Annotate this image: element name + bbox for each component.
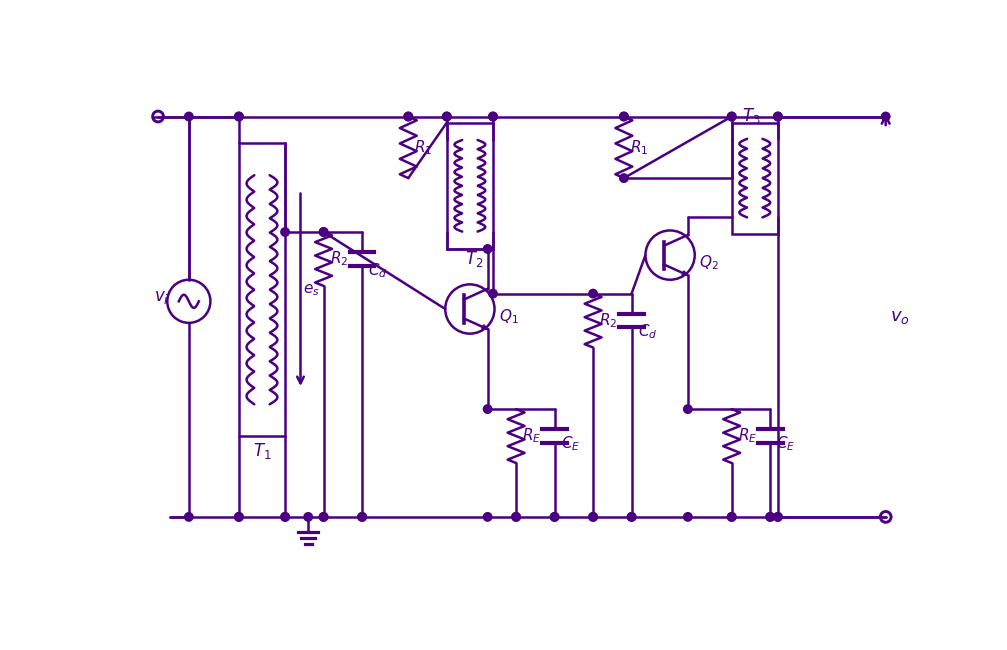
Circle shape <box>319 513 328 521</box>
Circle shape <box>773 112 782 121</box>
Bar <box>447 123 493 249</box>
Text: $R_1$: $R_1$ <box>415 138 433 157</box>
Circle shape <box>512 513 521 521</box>
Text: $C_E$: $C_E$ <box>561 434 580 453</box>
Circle shape <box>766 513 774 521</box>
Circle shape <box>589 289 597 298</box>
Circle shape <box>319 227 328 236</box>
Text: $R_2$: $R_2$ <box>599 311 617 330</box>
Text: $v_i$: $v_i$ <box>154 289 169 306</box>
Circle shape <box>235 513 243 521</box>
Text: $C_d$: $C_d$ <box>369 261 388 280</box>
Circle shape <box>319 227 328 236</box>
Circle shape <box>727 112 736 121</box>
Text: $Q_1$: $Q_1$ <box>499 307 519 326</box>
Circle shape <box>589 513 597 521</box>
Circle shape <box>727 112 736 121</box>
Circle shape <box>281 227 289 236</box>
Circle shape <box>357 513 367 521</box>
Circle shape <box>619 112 628 121</box>
Circle shape <box>319 513 328 521</box>
Text: $R_1$: $R_1$ <box>630 138 649 157</box>
Text: $R_2$: $R_2$ <box>329 250 348 268</box>
Circle shape <box>551 513 559 521</box>
Circle shape <box>235 112 243 121</box>
Circle shape <box>684 513 692 521</box>
Circle shape <box>488 112 497 121</box>
Circle shape <box>483 244 491 254</box>
Circle shape <box>727 513 736 521</box>
Circle shape <box>684 405 692 413</box>
Circle shape <box>512 513 521 521</box>
Polygon shape <box>682 271 688 276</box>
Circle shape <box>357 513 367 521</box>
Circle shape <box>551 513 559 521</box>
Bar <box>239 144 285 436</box>
Circle shape <box>881 112 890 121</box>
Circle shape <box>766 513 774 521</box>
Text: $v_o$: $v_o$ <box>889 307 909 326</box>
Polygon shape <box>481 325 487 329</box>
Circle shape <box>627 513 635 521</box>
Circle shape <box>589 513 597 521</box>
Circle shape <box>404 112 413 121</box>
Text: $T_2$: $T_2$ <box>464 249 483 269</box>
Circle shape <box>488 289 497 298</box>
Circle shape <box>773 513 782 521</box>
Circle shape <box>619 112 628 121</box>
Text: $R_E$: $R_E$ <box>738 426 757 445</box>
Text: $T_3$: $T_3$ <box>741 107 760 127</box>
Text: $C_E$: $C_E$ <box>776 434 796 453</box>
Text: $R_E$: $R_E$ <box>523 426 542 445</box>
Circle shape <box>235 112 243 121</box>
Text: $e_s$: $e_s$ <box>303 282 319 298</box>
Bar <box>732 123 777 233</box>
Circle shape <box>442 112 451 121</box>
Circle shape <box>184 112 193 121</box>
Circle shape <box>627 513 635 521</box>
Circle shape <box>773 513 782 521</box>
Circle shape <box>442 112 451 121</box>
Circle shape <box>281 513 289 521</box>
Circle shape <box>727 513 736 521</box>
Circle shape <box>773 112 782 121</box>
Circle shape <box>404 112 413 121</box>
Circle shape <box>488 112 497 121</box>
Text: $T_1$: $T_1$ <box>253 441 271 461</box>
Circle shape <box>235 513 243 521</box>
Circle shape <box>304 513 312 521</box>
Text: $C_d$: $C_d$ <box>637 323 658 341</box>
Circle shape <box>281 513 289 521</box>
Circle shape <box>483 405 491 413</box>
Circle shape <box>619 174 628 183</box>
Circle shape <box>184 513 193 521</box>
Circle shape <box>483 513 491 521</box>
Text: $Q_2$: $Q_2$ <box>699 254 719 272</box>
